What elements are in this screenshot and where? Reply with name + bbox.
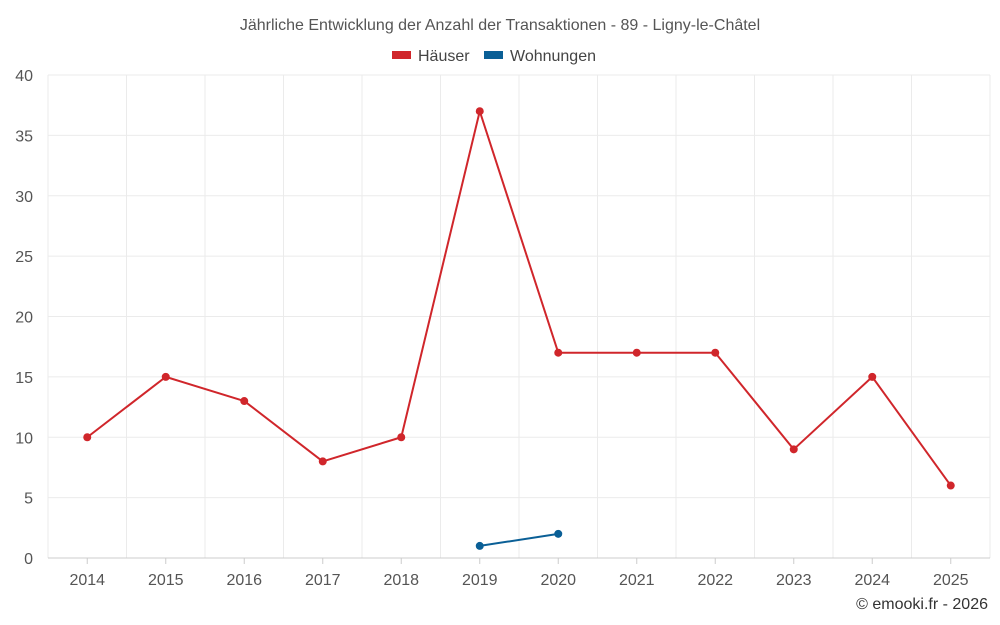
chart-title: Jährliche Entwicklung der Anzahl der Tra… — [240, 17, 760, 34]
data-point-haeuser[interactable] — [475, 107, 484, 116]
data-point-haeuser[interactable] — [946, 481, 955, 490]
grid — [47, 74, 991, 558]
x-tick-label: 2016 — [226, 572, 262, 589]
credit-text: © emooki.fr - 2026 — [856, 596, 988, 613]
y-tick-label: 5 — [24, 491, 33, 508]
x-tick-label: 2022 — [697, 572, 733, 589]
x-tick-label: 2015 — [148, 572, 184, 589]
data-point-wohnungen[interactable] — [475, 541, 484, 550]
x-tick-label: 2021 — [619, 572, 655, 589]
data-point-haeuser[interactable] — [83, 433, 92, 442]
y-tick-label: 10 — [15, 430, 33, 447]
data-point-haeuser[interactable] — [554, 348, 563, 357]
y-tick-label: 30 — [15, 189, 33, 206]
legend-swatch-wohnungen — [484, 51, 503, 59]
legend-item-haeuser[interactable]: Häuser — [392, 48, 470, 65]
series-haeuser — [83, 107, 955, 490]
y-tick-label: 20 — [15, 310, 33, 327]
y-tick-label: 15 — [15, 370, 33, 387]
x-axis: 2014 2015 2016 2017 2018 2019 2020 2021 2022 2023… — [48, 557, 990, 589]
y-tick-label: 25 — [15, 249, 33, 266]
x-tick-label: 2019 — [462, 572, 498, 589]
legend-label-wohnungen: Wohnungen — [510, 48, 596, 65]
series-line-haeuser — [86, 110, 952, 487]
series-layer — [83, 107, 955, 550]
legend-item-wohnungen[interactable]: Wohnungen — [484, 48, 596, 65]
data-point-haeuser[interactable] — [161, 372, 170, 381]
legend-label-haeuser: Häuser — [418, 48, 470, 65]
y-tick-label: 40 — [15, 68, 33, 85]
x-tick-label: 2023 — [776, 572, 812, 589]
x-tick-label: 2024 — [854, 572, 890, 589]
data-point-haeuser[interactable] — [318, 457, 327, 466]
x-tick-label: 2025 — [933, 572, 969, 589]
data-point-haeuser[interactable] — [240, 397, 249, 406]
x-tick-label: 2020 — [540, 572, 576, 589]
legend-swatch-haeuser — [392, 51, 411, 59]
data-point-haeuser[interactable] — [397, 433, 406, 442]
y-tick-label: 35 — [15, 128, 33, 145]
y-axis: 0 5 10 15 20 25 30 35 40 — [15, 68, 33, 568]
legend: Häuser Wohnungen — [392, 48, 596, 65]
x-tick-label: 2018 — [383, 572, 419, 589]
series-line-wohnungen — [479, 532, 559, 547]
data-point-haeuser[interactable] — [632, 348, 641, 357]
data-point-haeuser[interactable] — [711, 348, 720, 357]
x-tick-label: 2014 — [69, 572, 105, 589]
data-point-wohnungen[interactable] — [554, 529, 563, 538]
data-point-haeuser[interactable] — [789, 445, 798, 454]
x-tick-label: 2017 — [305, 572, 341, 589]
series-wohnungen — [475, 529, 563, 550]
y-tick-label: 0 — [24, 551, 33, 568]
data-point-haeuser[interactable] — [868, 372, 877, 381]
